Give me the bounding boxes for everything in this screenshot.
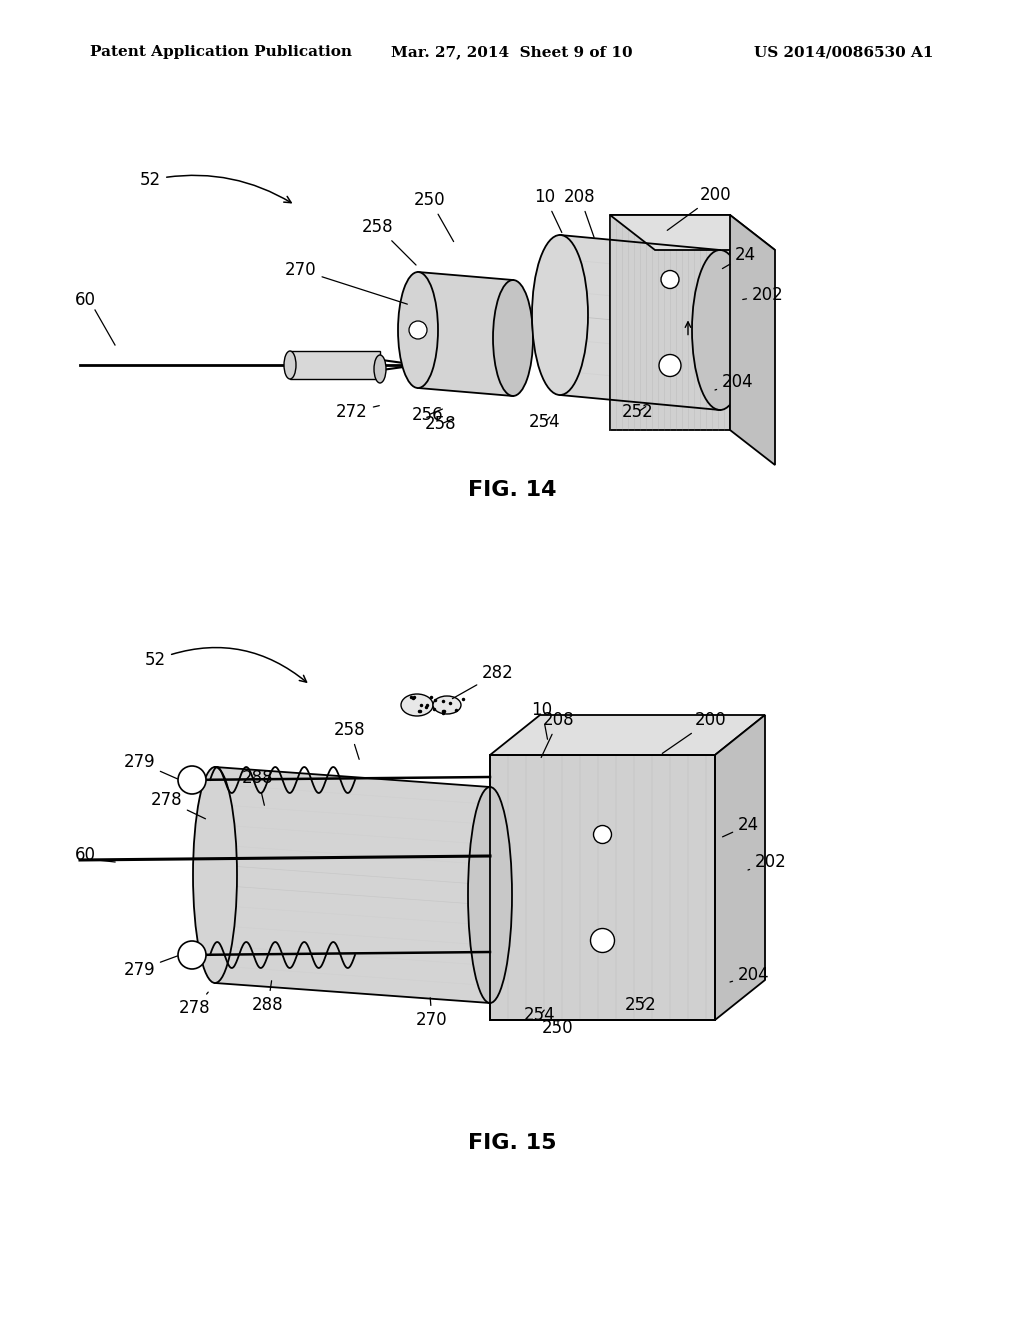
Text: 288: 288 <box>252 981 284 1014</box>
Text: 254: 254 <box>529 413 561 432</box>
Text: 272: 272 <box>336 403 379 421</box>
Polygon shape <box>418 272 513 396</box>
Ellipse shape <box>178 766 206 795</box>
Text: 24: 24 <box>723 816 759 837</box>
Text: 258: 258 <box>362 218 416 265</box>
Text: 24: 24 <box>722 246 756 268</box>
Text: 270: 270 <box>285 261 408 304</box>
Text: 204: 204 <box>715 374 754 391</box>
Ellipse shape <box>692 249 748 411</box>
Text: 279: 279 <box>123 752 177 779</box>
Text: 250: 250 <box>414 191 454 242</box>
Polygon shape <box>215 767 490 1003</box>
Text: 278: 278 <box>151 791 206 818</box>
Text: 200: 200 <box>668 186 731 231</box>
Text: Patent Application Publication: Patent Application Publication <box>90 45 352 59</box>
Text: 279: 279 <box>123 956 177 979</box>
Polygon shape <box>490 715 765 755</box>
Text: 10: 10 <box>531 701 553 739</box>
Text: 270: 270 <box>416 998 447 1030</box>
Text: 254: 254 <box>524 1006 556 1024</box>
Polygon shape <box>730 215 775 465</box>
Text: 60: 60 <box>75 290 96 309</box>
Text: 278: 278 <box>179 993 211 1016</box>
Polygon shape <box>610 215 730 430</box>
Text: US 2014/0086530 A1: US 2014/0086530 A1 <box>755 45 934 59</box>
Polygon shape <box>490 755 715 1020</box>
Text: 252: 252 <box>625 997 656 1014</box>
Ellipse shape <box>659 355 681 376</box>
Ellipse shape <box>493 280 534 396</box>
Ellipse shape <box>591 928 614 953</box>
Ellipse shape <box>468 787 512 1003</box>
Polygon shape <box>290 351 380 379</box>
Ellipse shape <box>193 767 237 983</box>
Ellipse shape <box>401 694 433 715</box>
Ellipse shape <box>433 696 461 714</box>
Text: 258: 258 <box>425 414 457 433</box>
Ellipse shape <box>374 355 386 383</box>
Text: 256: 256 <box>413 407 443 424</box>
Text: 10: 10 <box>535 187 562 232</box>
Text: FIG. 15: FIG. 15 <box>468 1133 556 1152</box>
Text: 200: 200 <box>663 711 727 754</box>
Polygon shape <box>715 715 765 1020</box>
Text: 288: 288 <box>243 770 273 805</box>
Text: 52: 52 <box>145 648 306 682</box>
Ellipse shape <box>398 272 438 388</box>
Ellipse shape <box>178 941 206 969</box>
Text: 60: 60 <box>75 846 96 865</box>
Text: 208: 208 <box>564 187 596 238</box>
Text: 258: 258 <box>334 721 366 759</box>
Text: 250: 250 <box>542 1019 573 1038</box>
Text: 252: 252 <box>623 403 654 421</box>
Text: 204: 204 <box>730 966 770 983</box>
Polygon shape <box>560 235 720 411</box>
Text: 202: 202 <box>748 853 786 871</box>
Polygon shape <box>610 215 775 249</box>
Ellipse shape <box>532 235 588 395</box>
Text: 202: 202 <box>742 286 783 304</box>
Ellipse shape <box>594 825 611 843</box>
Ellipse shape <box>284 351 296 379</box>
Ellipse shape <box>409 321 427 339</box>
Text: 52: 52 <box>140 172 291 203</box>
Text: 208: 208 <box>541 711 574 758</box>
Text: Mar. 27, 2014  Sheet 9 of 10: Mar. 27, 2014 Sheet 9 of 10 <box>391 45 633 59</box>
Text: 282: 282 <box>453 664 514 698</box>
Text: FIG. 14: FIG. 14 <box>468 480 556 500</box>
Ellipse shape <box>662 271 679 289</box>
